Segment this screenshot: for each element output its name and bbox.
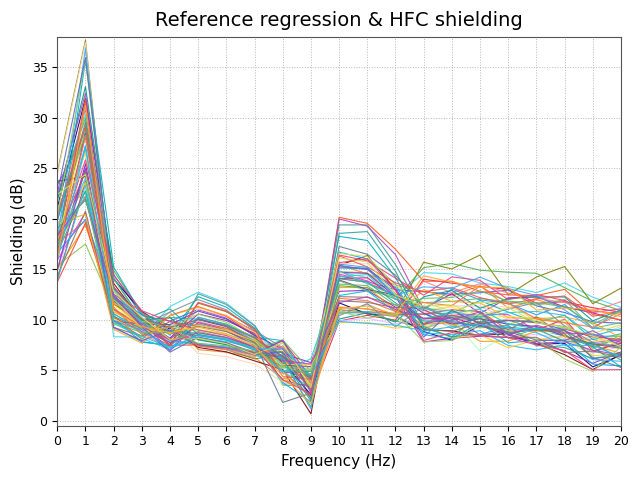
Y-axis label: Shielding (dB): Shielding (dB)	[11, 178, 26, 285]
Title: Reference regression & HFC shielding: Reference regression & HFC shielding	[156, 11, 523, 30]
X-axis label: Frequency (Hz): Frequency (Hz)	[282, 454, 397, 469]
